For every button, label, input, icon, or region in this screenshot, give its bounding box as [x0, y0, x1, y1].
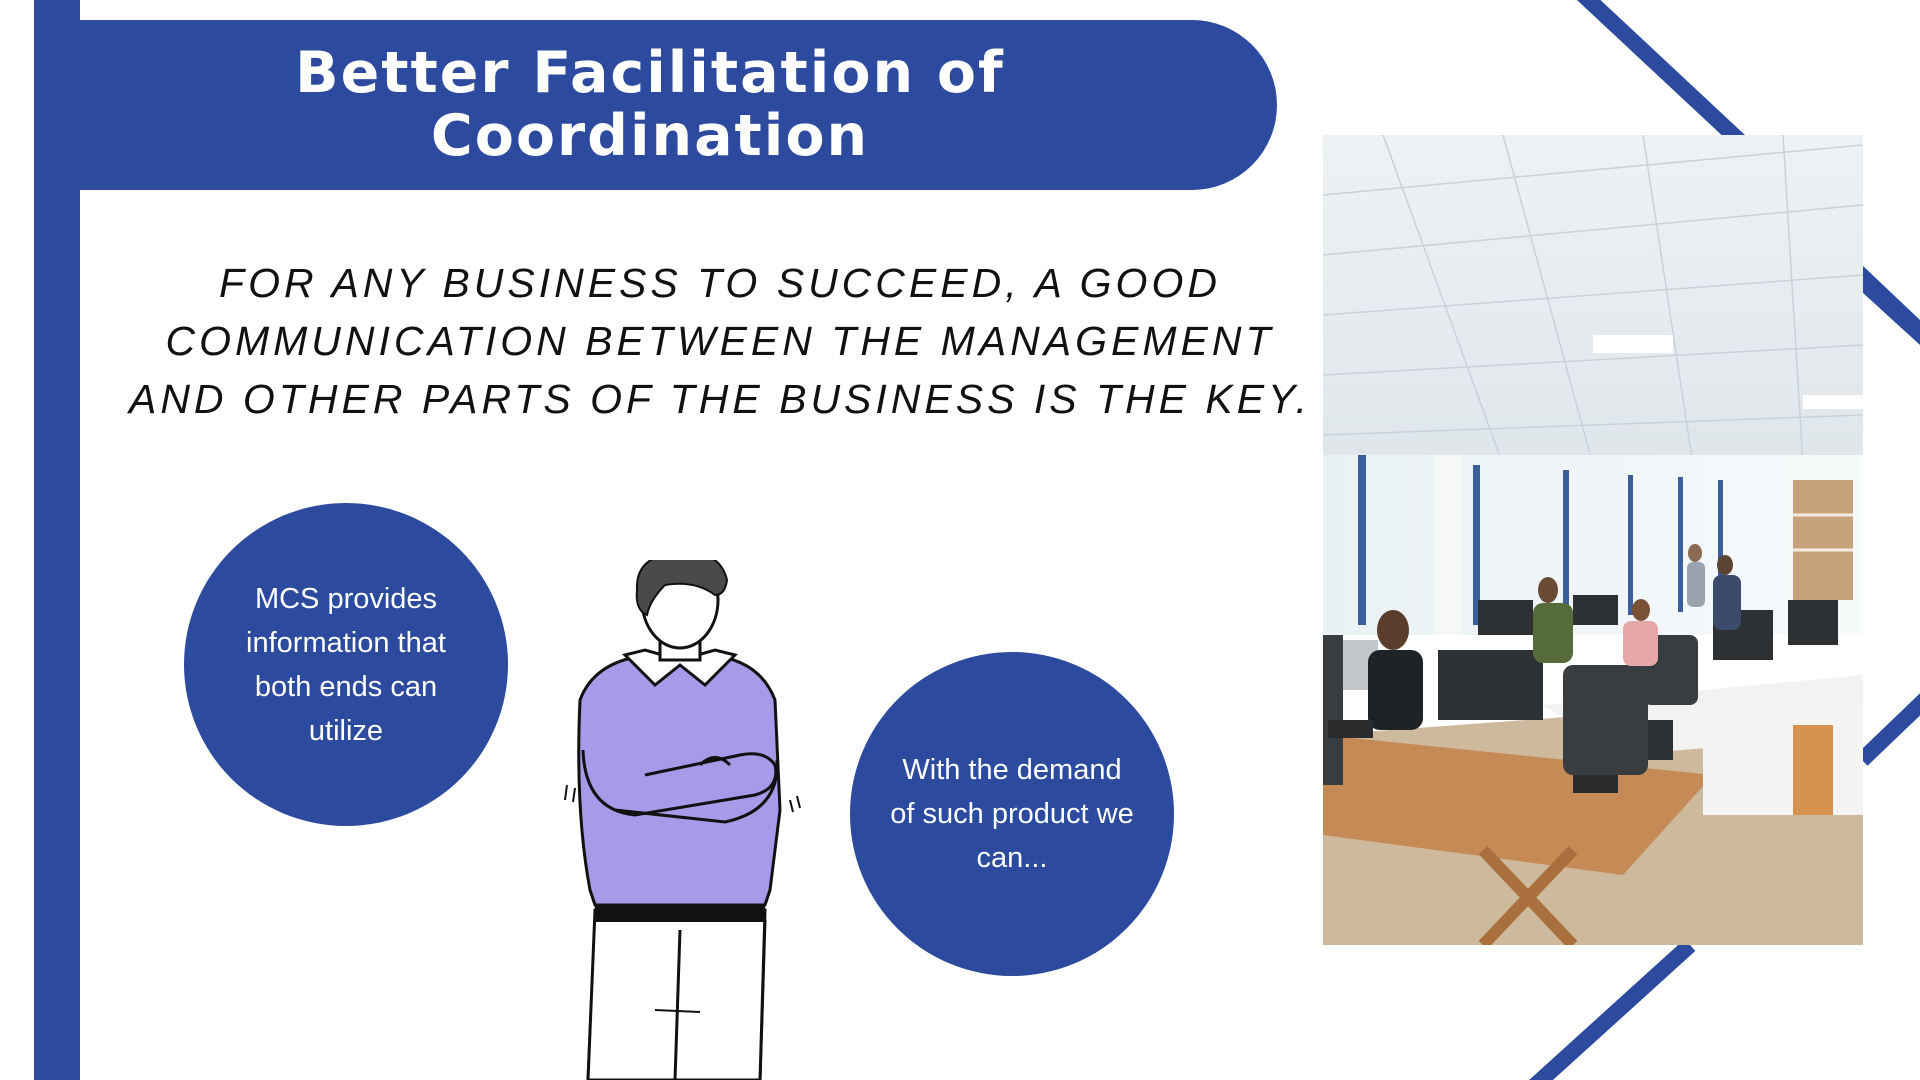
- left-accent-bar: [34, 0, 80, 1080]
- office-photo-graphic: [1323, 135, 1863, 945]
- info-bubble-left: MCS provides information that both ends …: [184, 503, 508, 826]
- title-banner: [80, 20, 1277, 190]
- person-thinking-illustration: [564, 560, 801, 1080]
- office-photo: [1323, 135, 1863, 945]
- info-bubble-right-text: With the demand of such product we can..…: [890, 754, 1134, 874]
- intro-statement: FOR ANY BUSINESS TO SUCCEED, A GOOD COMM…: [128, 260, 1312, 422]
- info-bubble-left-text: MCS provides information that both ends …: [246, 582, 446, 747]
- info-bubble-right: With the demand of such product we can..…: [850, 652, 1174, 976]
- slide-title: Better Facilitation of Coordination: [295, 40, 1005, 169]
